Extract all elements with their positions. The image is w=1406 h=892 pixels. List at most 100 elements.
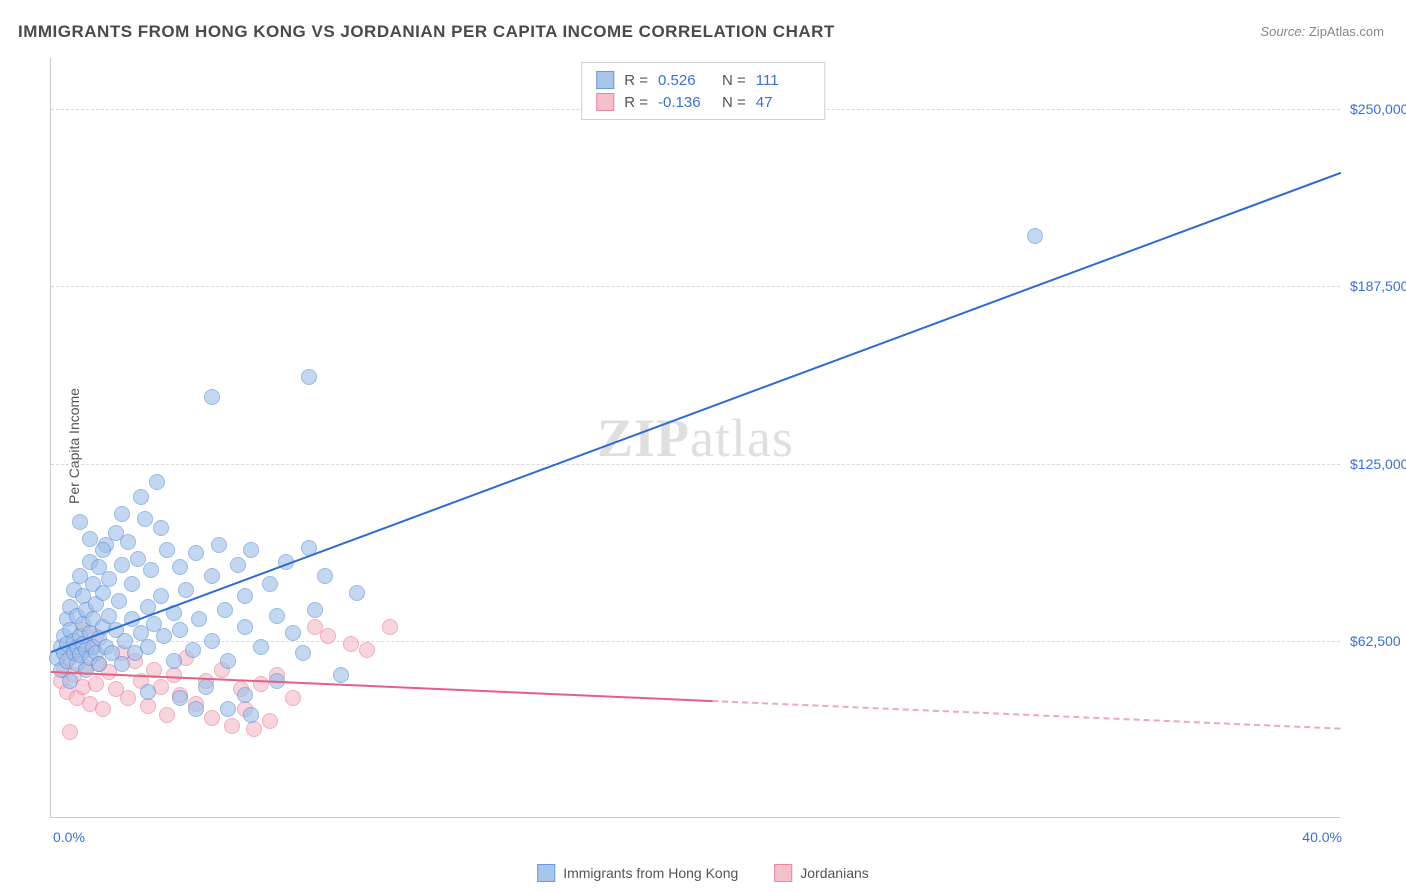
- scatter-point: [243, 542, 259, 558]
- n-value-hk: 111: [756, 72, 810, 89]
- y-tick-label: $125,000: [1350, 456, 1406, 472]
- scatter-point: [285, 690, 301, 706]
- chart-title: IMMIGRANTS FROM HONG KONG VS JORDANIAN P…: [18, 22, 835, 42]
- scatter-point: [211, 537, 227, 553]
- n-value-jo: 47: [756, 94, 810, 111]
- plot-area: ZIPatlas $62,500$125,000$187,500$250,000…: [50, 58, 1340, 818]
- scatter-point: [91, 656, 107, 672]
- trendline-dashed: [712, 700, 1341, 730]
- scatter-point: [159, 707, 175, 723]
- scatter-point: [301, 369, 317, 385]
- scatter-point: [114, 506, 130, 522]
- gridline-h: [51, 641, 1340, 642]
- scatter-point: [62, 724, 78, 740]
- scatter-point: [172, 559, 188, 575]
- scatter-point: [101, 571, 117, 587]
- scatter-point: [220, 653, 236, 669]
- scatter-point: [204, 633, 220, 649]
- swatch-jo: [596, 93, 614, 111]
- chart-container: IMMIGRANTS FROM HONG KONG VS JORDANIAN P…: [0, 0, 1406, 892]
- scatter-point: [159, 542, 175, 558]
- scatter-point: [140, 684, 156, 700]
- scatter-point: [111, 593, 127, 609]
- y-tick-label: $250,000: [1350, 101, 1406, 117]
- scatter-point: [253, 639, 269, 655]
- scatter-point: [120, 534, 136, 550]
- x-tick-label: 40.0%: [1302, 829, 1342, 845]
- scatter-point: [1027, 228, 1043, 244]
- source-prefix: Source:: [1260, 24, 1305, 39]
- r-value-jo: -0.136: [658, 94, 712, 111]
- stats-row-hk: R = 0.526 N = 111: [596, 69, 810, 91]
- scatter-point: [349, 585, 365, 601]
- r-label-hk: R =: [624, 72, 648, 89]
- scatter-point: [295, 645, 311, 661]
- scatter-point: [333, 667, 349, 683]
- n-label-jo: N =: [722, 94, 746, 111]
- scatter-point: [246, 721, 262, 737]
- stats-legend: R = 0.526 N = 111 R = -0.136 N = 47: [581, 62, 825, 120]
- scatter-point: [156, 628, 172, 644]
- y-tick-label: $62,500: [1350, 633, 1406, 649]
- scatter-point: [95, 542, 111, 558]
- scatter-point: [243, 707, 259, 723]
- y-tick-label: $187,500: [1350, 278, 1406, 294]
- scatter-point: [172, 622, 188, 638]
- scatter-point: [153, 588, 169, 604]
- scatter-point: [88, 676, 104, 692]
- legend-label-jo: Jordanians: [800, 865, 869, 881]
- scatter-point: [120, 690, 136, 706]
- scatter-point: [204, 389, 220, 405]
- scatter-point: [343, 636, 359, 652]
- scatter-point: [198, 679, 214, 695]
- scatter-point: [320, 628, 336, 644]
- source-attribution: Source: ZipAtlas.com: [1260, 24, 1384, 39]
- scatter-point: [269, 608, 285, 624]
- scatter-point: [114, 656, 130, 672]
- legend-item-jo: Jordanians: [774, 864, 869, 882]
- n-label-hk: N =: [722, 72, 746, 89]
- swatch-hk: [596, 71, 614, 89]
- scatter-point: [178, 582, 194, 598]
- scatter-point: [285, 625, 301, 641]
- scatter-point: [153, 520, 169, 536]
- scatter-point: [143, 562, 159, 578]
- scatter-point: [220, 701, 236, 717]
- watermark-a: ZIP: [597, 408, 690, 468]
- scatter-point: [188, 701, 204, 717]
- legend-swatch-hk: [537, 864, 555, 882]
- watermark-b: atlas: [690, 408, 794, 468]
- legend-swatch-jo: [774, 864, 792, 882]
- scatter-point: [237, 687, 253, 703]
- gridline-h: [51, 286, 1340, 287]
- r-value-hk: 0.526: [658, 72, 712, 89]
- scatter-point: [253, 676, 269, 692]
- scatter-point: [82, 531, 98, 547]
- scatter-point: [166, 653, 182, 669]
- trendline: [51, 171, 1342, 652]
- bottom-legend: Immigrants from Hong Kong Jordanians: [537, 864, 869, 882]
- gridline-h: [51, 464, 1340, 465]
- scatter-point: [124, 576, 140, 592]
- scatter-point: [317, 568, 333, 584]
- scatter-point: [114, 557, 130, 573]
- scatter-point: [230, 557, 246, 573]
- scatter-point: [382, 619, 398, 635]
- scatter-point: [237, 588, 253, 604]
- scatter-point: [137, 511, 153, 527]
- scatter-point: [95, 701, 111, 717]
- scatter-point: [359, 642, 375, 658]
- scatter-point: [262, 576, 278, 592]
- scatter-point: [62, 673, 78, 689]
- scatter-point: [140, 639, 156, 655]
- source-name: ZipAtlas.com: [1309, 24, 1384, 39]
- scatter-point: [133, 489, 149, 505]
- scatter-point: [307, 602, 323, 618]
- scatter-point: [191, 611, 207, 627]
- scatter-point: [72, 514, 88, 530]
- scatter-point: [185, 642, 201, 658]
- scatter-point: [204, 568, 220, 584]
- scatter-point: [172, 690, 188, 706]
- legend-item-hk: Immigrants from Hong Kong: [537, 864, 738, 882]
- scatter-point: [237, 619, 253, 635]
